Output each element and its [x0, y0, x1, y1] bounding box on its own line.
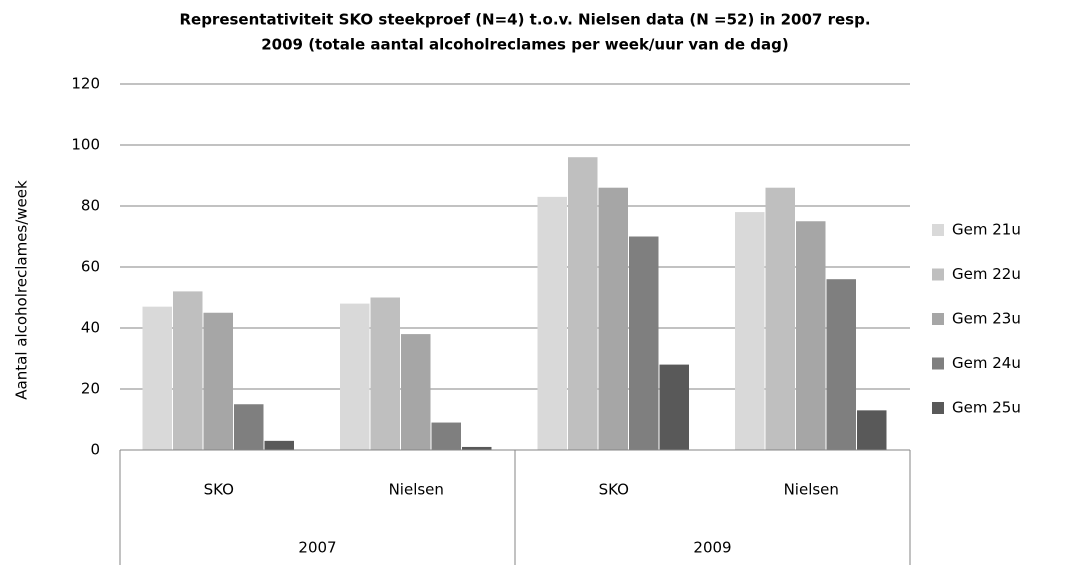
group-label: 2007: [298, 539, 336, 557]
y-axis-label: Aantal alcoholreclames/week: [13, 180, 31, 400]
legend-label: Gem 23u: [952, 310, 1021, 328]
legend-swatch: [932, 313, 944, 325]
bar: [203, 312, 233, 450]
x-tick-label: SKO: [599, 481, 629, 499]
bar: [598, 187, 628, 450]
bar: [234, 404, 264, 450]
y-tick-label: 40: [81, 319, 100, 337]
legend-swatch: [932, 402, 944, 414]
bar: [857, 410, 887, 450]
y-tick-label: 60: [81, 258, 100, 276]
legend-label: Gem 24u: [952, 354, 1021, 372]
bar: [735, 212, 765, 450]
x-tick-label: Nielsen: [784, 481, 839, 499]
bar: [401, 334, 431, 450]
y-tick-label: 120: [71, 75, 100, 93]
legend-swatch: [932, 357, 944, 370]
chart-title: Representativiteit SKO steekproef (N=4) …: [179, 11, 870, 29]
chart-title: 2009 (totale aantal alcoholreclames per …: [261, 36, 789, 54]
bar: [537, 196, 567, 450]
bar: [142, 306, 172, 450]
bar: [659, 364, 689, 450]
x-tick-label: Nielsen: [389, 481, 444, 499]
bar: [765, 187, 795, 450]
bar: [796, 221, 826, 450]
legend-swatch: [932, 224, 944, 236]
legend-label: Gem 22u: [952, 265, 1021, 283]
y-tick-label: 80: [81, 197, 100, 215]
y-tick-label: 100: [71, 136, 100, 154]
bar: [629, 236, 659, 450]
group-label: 2009: [693, 539, 731, 557]
bar: [264, 440, 294, 450]
bar: [431, 422, 461, 450]
y-tick-label: 0: [90, 441, 100, 459]
y-tick-label: 20: [81, 380, 100, 398]
bar: [340, 303, 370, 450]
bar: [568, 157, 598, 450]
bar: [370, 297, 400, 450]
legend-label: Gem 25u: [952, 399, 1021, 417]
bar: [826, 279, 856, 450]
x-tick-label: SKO: [204, 481, 234, 499]
legend-label: Gem 21u: [952, 221, 1021, 239]
bar: [173, 291, 203, 450]
legend-swatch: [932, 268, 944, 281]
bar: [462, 446, 492, 450]
